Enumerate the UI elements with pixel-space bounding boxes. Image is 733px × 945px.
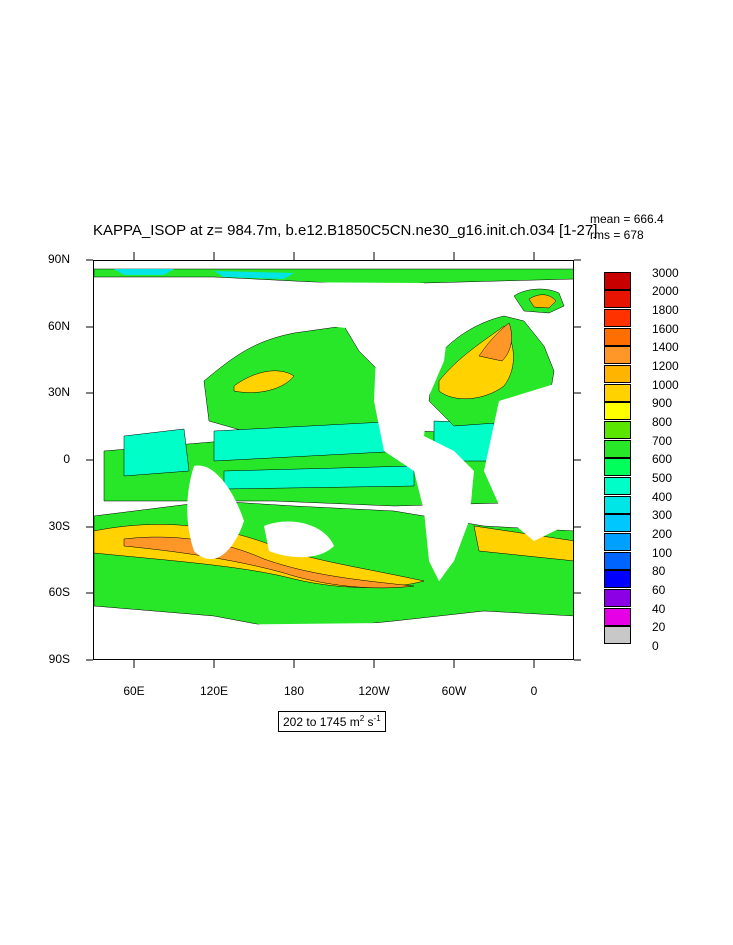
legend-swatch — [604, 458, 631, 476]
range-prefix: 202 to 1745 m — [283, 715, 360, 729]
ocean-field-map — [94, 261, 573, 659]
legend-label: 60 — [652, 583, 666, 597]
legend-swatch — [604, 402, 631, 420]
range-exp-1: 2 — [359, 714, 365, 723]
plot-title: KAPPA_ISOP at z= 984.7m, b.e12.B1850C5CN… — [93, 222, 598, 239]
legend-swatch — [604, 309, 631, 327]
range-exp-2: -1 — [373, 714, 381, 723]
legend-swatch — [604, 272, 631, 290]
legend-label: 0 — [652, 639, 659, 653]
legend-label: 800 — [652, 415, 673, 429]
lat-label-eq: 0 — [63, 452, 70, 466]
legend-label: 1400 — [652, 340, 679, 354]
range-mid: s — [364, 715, 374, 729]
land-eurasia — [94, 281, 439, 411]
lon-label-60e: 60E — [123, 684, 145, 698]
lon-label-120e: 120E — [199, 684, 229, 698]
lat-label-60s: 60S — [48, 585, 70, 599]
lat-label-90s: 90S — [48, 652, 70, 666]
legend-label: 40 — [652, 602, 666, 616]
legend-swatch — [604, 626, 631, 644]
legend-swatch — [604, 440, 631, 458]
legend-swatch — [604, 384, 631, 402]
lat-label-90n: 90N — [47, 252, 70, 266]
legend-label: 400 — [652, 490, 673, 504]
legend-label: 600 — [652, 452, 673, 466]
legend-label: 300 — [652, 508, 673, 522]
legend-label: 900 — [652, 396, 673, 410]
legend-label: 3000 — [652, 266, 679, 280]
map-panel — [93, 260, 574, 660]
legend-label: 1600 — [652, 322, 679, 336]
lat-label-60n: 60N — [47, 319, 70, 333]
mean-stat: mean = 666.4 — [590, 212, 664, 226]
lon-label-120w: 120W — [358, 684, 390, 698]
legend-label: 100 — [652, 546, 673, 560]
lon-label-60w: 60W — [441, 684, 467, 698]
lon-label-0: 0 — [530, 684, 538, 698]
legend-swatch — [604, 589, 631, 607]
legend-swatch — [604, 533, 631, 551]
rms-stat: rms = 678 — [590, 228, 644, 242]
lat-label-30n: 30N — [47, 385, 70, 399]
legend-swatch — [604, 328, 631, 346]
legend-label: 1200 — [652, 359, 679, 373]
legend-label: 1800 — [652, 303, 679, 317]
legend-swatch — [604, 346, 631, 364]
legend-swatch — [604, 477, 631, 495]
land-europe-africa — [484, 381, 573, 541]
lat-label-30s: 30S — [48, 519, 70, 533]
legend-label: 20 — [652, 620, 666, 634]
legend-swatch — [604, 365, 631, 383]
legend-swatch — [604, 421, 631, 439]
land-australia — [264, 521, 334, 558]
legend-label: 700 — [652, 434, 673, 448]
land-south-america — [427, 450, 473, 581]
legend-swatch — [604, 290, 631, 308]
range-label: 202 to 1745 m2 s-1 — [278, 711, 386, 732]
legend-label: 200 — [652, 527, 673, 541]
legend-swatch — [604, 552, 631, 570]
legend-swatch — [604, 496, 631, 514]
legend-swatch — [604, 514, 631, 532]
legend-label: 80 — [652, 564, 666, 578]
legend-swatch — [604, 570, 631, 588]
legend-label: 500 — [652, 471, 673, 485]
land-antarctica — [94, 621, 573, 659]
legend-swatch — [604, 608, 631, 626]
land-africa — [187, 465, 244, 560]
legend-label: 1000 — [652, 378, 679, 392]
lon-label-180: 180 — [283, 684, 305, 698]
legend-label: 2000 — [652, 284, 679, 298]
